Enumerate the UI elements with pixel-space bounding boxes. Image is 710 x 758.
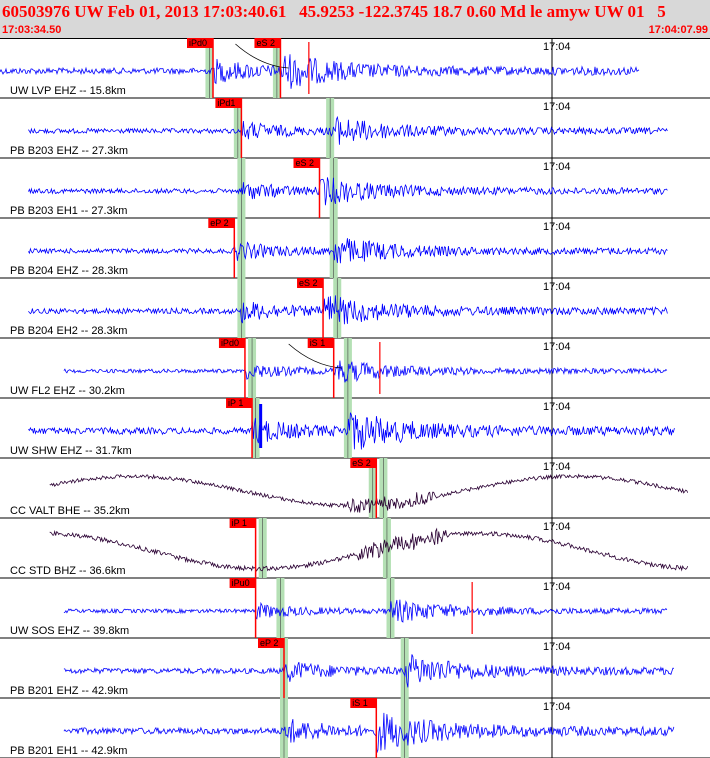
channel-label: PB B203 EH1 -- 27.3km <box>10 205 127 217</box>
p-pick-flag <box>218 338 245 348</box>
minute-tick-label: 17:04 <box>543 461 571 473</box>
s-pick-label: eS 2 <box>296 158 315 168</box>
seismogram-panels: 17:04 iPd0 eS 2 UW LVP EHZ -- 15.8km 17:04 iP… <box>0 38 710 758</box>
channel-label: PB B201 EH1 -- 42.9km <box>10 745 127 757</box>
trace-waveform <box>49 527 689 572</box>
s-pick-flag <box>254 38 281 48</box>
trace-waveform <box>28 177 668 206</box>
minute-tick-label: 17:04 <box>543 341 571 353</box>
event-title: 60503976 UW Feb 01, 2013 17:03:40.61 45.… <box>2 2 666 21</box>
trace-waveform <box>63 360 668 383</box>
channel-label: UW FL2 EHZ -- 30.2km <box>10 385 125 397</box>
p-pick-flag <box>208 218 235 228</box>
p-pick-flag <box>215 98 242 108</box>
minute-tick-label: 17:04 <box>543 161 571 173</box>
trace-waveform <box>63 712 675 753</box>
channel-label: CC VALT BHE -- 35.2km <box>10 505 130 517</box>
trace-waveform <box>63 654 674 688</box>
p-pick-flag <box>229 578 256 588</box>
trace-waveform <box>49 473 689 513</box>
amplitude-bar <box>259 404 263 448</box>
minute-tick-label: 17:04 <box>543 281 571 293</box>
s-pick-flag <box>293 158 320 168</box>
travel-time-curve <box>235 43 289 69</box>
trace-waveform <box>0 54 640 89</box>
start-time: 17:03:34.50 <box>2 24 62 36</box>
minute-tick-label: 17:04 <box>543 41 571 53</box>
p-pick-label: iPd0 <box>189 38 207 48</box>
end-time: 17:04:07.99 <box>648 24 708 36</box>
channel-label: PB B201 EHZ -- 42.9km <box>10 685 128 697</box>
trace-waveform <box>28 412 675 450</box>
channel-label: UW LVP EHZ -- 15.8km <box>10 85 126 97</box>
s-pick-label: iS 1 <box>352 698 368 708</box>
s-pick-flag <box>307 338 334 348</box>
minute-tick-label: 17:04 <box>543 641 571 653</box>
p-pick-label: iPu0 <box>232 578 250 588</box>
trace-waveform <box>28 295 668 325</box>
p-pick-flag <box>226 398 253 408</box>
p-pick-label: eP 2 <box>210 218 228 228</box>
minute-tick-label: 17:04 <box>543 701 571 713</box>
channel-label: UW SOS EHZ -- 39.8km <box>10 625 129 637</box>
trace-waveform <box>28 238 668 264</box>
p-pick-label: iP 1 <box>228 398 243 408</box>
channel-label: CC STD BHZ -- 36.6km <box>10 565 126 577</box>
channel-label: PB B203 EHZ -- 27.3km <box>10 145 128 157</box>
trace-waveform <box>28 115 668 145</box>
s-pick-label: iS 1 <box>310 338 326 348</box>
channel-label: PB B204 EH2 -- 28.3km <box>10 325 127 337</box>
minute-tick-label: 17:04 <box>543 101 571 113</box>
trace-waveform <box>63 599 668 623</box>
p-pick-label: eP 2 <box>260 638 278 648</box>
minute-tick-label: 17:04 <box>543 401 571 413</box>
s-pick-flag <box>297 278 324 288</box>
minute-tick-label: 17:04 <box>543 581 571 593</box>
p-pick-flag <box>187 38 213 48</box>
minute-tick-label: 17:04 <box>543 521 571 533</box>
channel-label: UW SHW EHZ -- 31.7km <box>10 445 132 457</box>
p-pick-label: iPd0 <box>221 338 239 348</box>
p-pick-label: iP 1 <box>232 518 247 528</box>
s-pick-label: eS 2 <box>256 38 275 48</box>
p-pick-label: iPd1 <box>217 98 235 108</box>
s-pick-flag <box>350 698 377 708</box>
s-pick-flag <box>350 458 377 468</box>
s-pick-label: eS 2 <box>299 278 318 288</box>
minute-tick-label: 17:04 <box>543 221 571 233</box>
p-pick-flag <box>258 638 284 648</box>
channel-label: PB B204 EHZ -- 28.3km <box>10 265 128 277</box>
s-pick-label: eS 2 <box>352 458 371 468</box>
travel-time-curve <box>288 343 342 369</box>
event-header: 60503976 UW Feb 01, 2013 17:03:40.61 45.… <box>0 0 710 39</box>
p-pick-flag <box>229 518 256 528</box>
